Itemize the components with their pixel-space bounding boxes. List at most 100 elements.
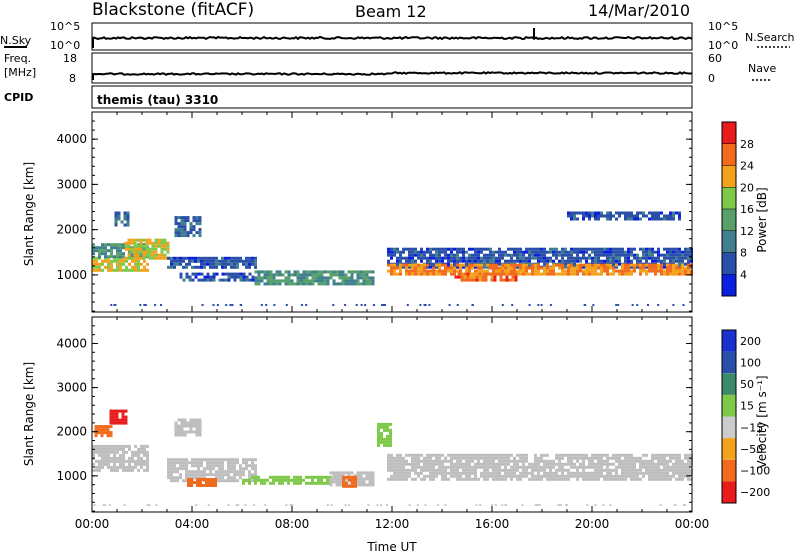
power-marks-cell-9 (447, 266, 450, 270)
power-marks-cell-8 (399, 253, 402, 257)
vel-marks-cell-9 (675, 459, 678, 463)
vel-marks-cell-4 (197, 476, 200, 480)
vel-marks-cell-9 (405, 471, 408, 475)
power-marks-cell-5 (221, 262, 224, 266)
power-marks-cell-11 (651, 214, 654, 218)
vel-marks-cell-7 (356, 480, 360, 484)
power-marks-cell-8 (483, 265, 486, 269)
vel-marks-cell-9 (615, 474, 618, 478)
power-marks-cell-9 (390, 266, 393, 270)
power-marks-cell-3 (117, 217, 121, 221)
vel-marks-cell-9 (630, 471, 633, 475)
vel-marks-cell-0 (134, 450, 137, 454)
power-marks-cell-2 (154, 253, 158, 257)
power-marks-cell-1 (116, 255, 119, 259)
power-marks-cell-11 (609, 214, 612, 218)
vel-marks-cell-9 (453, 474, 456, 478)
vel-marks-cell-0 (140, 459, 143, 463)
vel-marks-cell-9 (684, 474, 687, 478)
power-marks-cell-8 (516, 253, 519, 257)
vel-marks-cell-0 (104, 456, 107, 460)
vel-marks-cell-4 (200, 473, 203, 477)
vel-marks-cell-9 (549, 465, 552, 469)
vel-marks-cell-9 (624, 477, 627, 481)
power-marks-cell-8 (513, 250, 516, 254)
vel-marks-cell-9 (447, 471, 450, 475)
power-marks-cell-2 (163, 241, 167, 245)
vel-marks-cell-9 (594, 462, 597, 466)
vel-marks-cell-9 (618, 456, 621, 460)
power-marks-cell-8 (597, 253, 600, 257)
power-marks-cell-8 (480, 259, 483, 263)
vel-marks-cell-9 (459, 462, 462, 466)
vel-marks-cell-9 (600, 468, 603, 472)
power-marks-cell-5 (251, 256, 254, 260)
power-marks-cell-11 (645, 214, 648, 218)
power-marks-cell-4 (183, 231, 187, 235)
power-marks-cell-9 (609, 272, 612, 276)
power-marks-cell-8 (447, 262, 450, 266)
power-marks-cell-1 (110, 255, 113, 259)
power-marks-cell-8 (552, 247, 555, 251)
y-tick-label: 3000 (56, 177, 87, 191)
power-marks-cell-9 (420, 263, 423, 267)
power-marks-cell-7 (323, 282, 327, 286)
power-marks-cell-7 (296, 270, 300, 274)
power-marks-cell-11 (639, 217, 642, 221)
vel-marks-cell-4 (182, 461, 185, 465)
power-marks-cell-5 (200, 259, 203, 263)
power-marks-cell-10 (481, 278, 485, 282)
vel-marks-cell-9 (588, 459, 591, 463)
power-marks-speckle (113, 304, 116, 306)
vel-marks-cell-9 (513, 462, 516, 466)
vel-marks-cell-9 (678, 474, 681, 478)
freq-unit-label: [MHz] (4, 66, 36, 79)
power-marks-cell-0 (119, 262, 122, 266)
vel-marks-cell-10 (377, 434, 380, 438)
power-marks-cell-8 (630, 253, 633, 257)
power-marks-cell-2 (142, 238, 146, 242)
vel-marks-cell-0 (98, 444, 101, 448)
vel-marks-cell-0 (95, 450, 98, 454)
power-marks-cell-2 (157, 241, 161, 245)
power-marks-cell-9 (627, 272, 630, 276)
power-marks-cell-11 (660, 217, 663, 221)
vel-marks-cell-9 (624, 465, 627, 469)
power-marks-speckle (300, 304, 303, 306)
vel-marks-cell-9 (591, 477, 594, 481)
power-marks-cell-5 (203, 259, 206, 263)
power-marks-cell-8 (465, 259, 468, 263)
power-marks-cell-8 (684, 250, 687, 254)
power-marks-cell-8 (645, 265, 648, 269)
power-marks-cell-8 (534, 247, 537, 251)
power-marks-cell-0 (125, 268, 128, 272)
power-marks-cell-8 (387, 247, 390, 251)
power-marks-cell-7 (272, 276, 276, 280)
power-marks-cell-7 (335, 270, 339, 274)
vel-marks-cell-8 (351, 481, 354, 485)
vel-marks-cell-9 (663, 471, 666, 475)
vel-marks-cell-9 (537, 465, 540, 469)
vel-marks-cell-7 (365, 474, 369, 478)
power-marks-cell-5 (248, 265, 251, 269)
power-marks-cell-4 (192, 234, 196, 238)
power-marks-cell-9 (681, 266, 684, 270)
power-marks-cell-1 (122, 252, 125, 256)
vel-marks-cell-9 (444, 474, 447, 478)
power-colorbar-tick-label: 20 (740, 181, 754, 194)
power-marks-cell-7 (305, 276, 309, 280)
power-marks-cell-11 (594, 217, 597, 221)
power-marks-cell-8 (498, 250, 501, 254)
vel-marks-cell-9 (669, 453, 672, 457)
power-marks-cell-8 (408, 259, 411, 263)
vel-marks-cell-4 (209, 464, 212, 468)
vel-marks-cell-9 (462, 462, 465, 466)
power-marks-cell-2 (166, 241, 170, 245)
power-marks-cell-7 (269, 273, 273, 277)
vel-marks-cell-9 (636, 477, 639, 481)
vel-marks-cell-9 (588, 477, 591, 481)
power-marks-cell-7 (332, 279, 336, 283)
vel-marks-cell-4 (218, 464, 221, 468)
power-marks-cell-9 (393, 266, 396, 270)
vel-marks-cell-10 (383, 425, 386, 429)
